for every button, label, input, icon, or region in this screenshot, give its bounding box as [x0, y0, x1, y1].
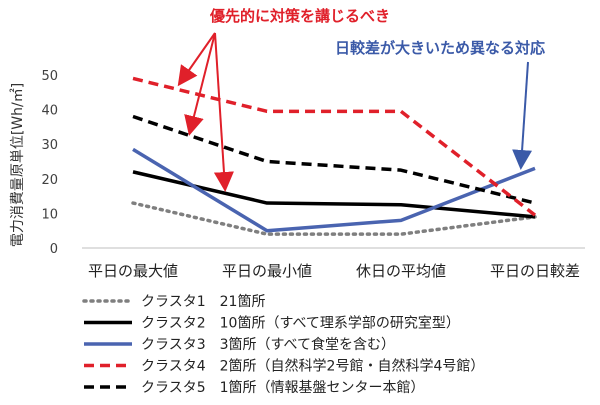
legend-label-5: クラスタ5 1箇所（情報基盤センター本館） [141, 379, 425, 396]
series-line-4 [132, 76, 537, 217]
series-line-1 [131, 201, 537, 236]
annotation-daily-range: 日較差が大きいため異なる対応 [335, 39, 545, 57]
y-tick-label: 20 [41, 173, 58, 188]
series-lines [131, 76, 537, 236]
annotation-priority: 優先的に対策を講じるべき [209, 7, 390, 25]
series-line-5 [132, 114, 536, 205]
y-tick-label: 0 [50, 242, 58, 257]
legend-label-3: クラスタ3 3箇所（すべて食堂を含む） [141, 336, 395, 353]
x-tick-label: 平日の最小値 [222, 262, 312, 280]
legend-label-2: クラスタ2 10箇所（すべて理系学部の研究室型） [141, 315, 460, 332]
annotation-priority-arrows [177, 32, 234, 192]
legend-label-4: クラスタ4 2箇所（自然科学2号館・自然科学4号館） [141, 358, 484, 375]
annotation-arrow-2 [184, 32, 216, 136]
series-line-2 [132, 170, 536, 219]
x-tick-label: 休日の平均値 [356, 262, 446, 280]
annotation-arrow-blue [512, 61, 533, 170]
y-tick-label: 30 [41, 138, 58, 153]
x-tick-label: 平日の日較差 [490, 262, 580, 280]
series-line-3 [132, 147, 536, 233]
y-tick-label: 10 [41, 207, 58, 222]
annotation-arrow-3 [213, 32, 234, 192]
y-axis-ticks: 0 10 20 30 40 50 [41, 69, 58, 257]
legend-label-1: クラスタ1 21箇所 [141, 293, 265, 310]
y-tick-label: 50 [41, 69, 58, 84]
annotation-arrow-1 [177, 32, 216, 87]
y-axis-label: 電力消費量原単位[Wh/㎡] [10, 83, 26, 247]
x-axis-tick-labels: 平日の最大値 平日の最小値 休日の平均値 平日の日較差 [88, 262, 580, 280]
y-tick-label: 40 [41, 104, 58, 119]
x-tick-label: 平日の最大値 [88, 262, 178, 280]
